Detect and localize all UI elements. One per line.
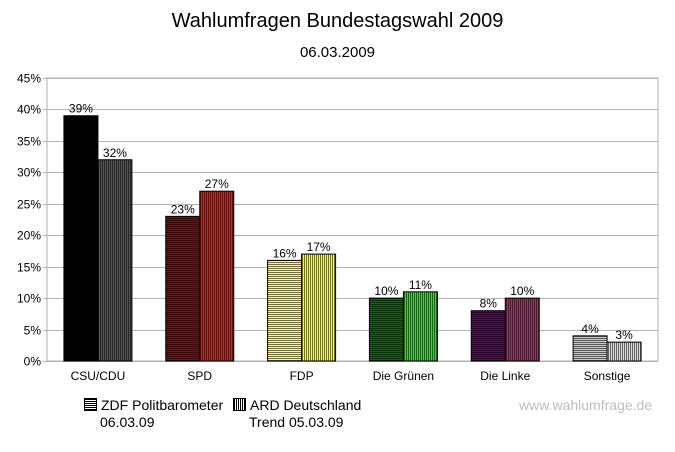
legend-label-ard: ARD Deutschland — [250, 397, 362, 413]
data-label: 8% — [480, 297, 498, 311]
x-tick-label: Die Linke — [480, 369, 530, 383]
legend-date-zdf: 06.03.09 — [100, 414, 155, 430]
watermark: www.wahlumfrage.de — [519, 397, 653, 413]
x-tick-label: Sonstige — [584, 369, 631, 383]
bar-fdp-zdf — [267, 259, 303, 362]
bar-die-gr-nen-zdf — [368, 297, 404, 362]
y-tick-label: 30% — [17, 166, 41, 180]
y-tick-label: 15% — [17, 261, 41, 275]
bar-spd-zdf — [165, 215, 201, 362]
chart-title: Wahlumfragen Bundestagswahl 2009 — [171, 10, 504, 32]
bar-fdp-ard — [301, 253, 337, 362]
x-tick-label: SPD — [187, 369, 212, 383]
plot-area — [46, 77, 659, 362]
data-label: 10% — [510, 284, 534, 298]
data-label: 27% — [205, 177, 229, 191]
bar-die-linke-ard — [504, 297, 540, 362]
legend-swatch-vertical-hatch — [233, 398, 246, 411]
bar-csu-cdu-ard — [97, 159, 133, 362]
bar-die-gr-nen-ard — [402, 291, 438, 362]
chart-subtitle: 06.03.2009 — [299, 44, 376, 61]
bar-sonstige-zdf — [572, 335, 608, 362]
y-tick-label: 35% — [17, 135, 41, 149]
data-label: 23% — [171, 202, 195, 216]
data-label: 11% — [409, 278, 432, 292]
bar-csu-cdu-zdf — [63, 115, 99, 362]
legend-label-zdf: ZDF Politbarometer — [101, 397, 224, 413]
y-tick-label: 0% — [24, 355, 42, 369]
data-label: 4% — [581, 322, 599, 336]
legend-item-ard: ARD Deutschland Trend 05.03.09 — [233, 397, 361, 431]
x-tick-label: FDP — [290, 369, 314, 383]
bar-spd-ard — [199, 190, 235, 362]
bar-sonstige-ard — [606, 341, 642, 362]
y-tick-label: 20% — [17, 229, 41, 243]
data-label: 10% — [374, 284, 398, 298]
data-label: 39% — [69, 102, 93, 116]
legend-item-zdf: ZDF Politbarometer 06.03.09 — [84, 397, 223, 431]
x-tick-label: CSU/CDU — [71, 369, 126, 383]
y-tick-label: 40% — [17, 103, 41, 117]
y-tick-label: 10% — [17, 292, 41, 306]
x-tick-label: Die Grünen — [373, 369, 434, 383]
data-label: 16% — [273, 246, 297, 260]
legend-date-ard: Trend 05.03.09 — [249, 414, 344, 430]
legend-swatch-horizontal-hatch — [84, 398, 97, 411]
y-tick-label: 5% — [24, 324, 42, 338]
data-label: 3% — [615, 328, 633, 342]
y-tick-label: 45% — [17, 72, 41, 86]
y-tick-label: 25% — [17, 198, 41, 212]
data-label: 17% — [307, 240, 331, 254]
data-label: 32% — [103, 146, 127, 160]
bar-die-linke-zdf — [470, 310, 506, 362]
